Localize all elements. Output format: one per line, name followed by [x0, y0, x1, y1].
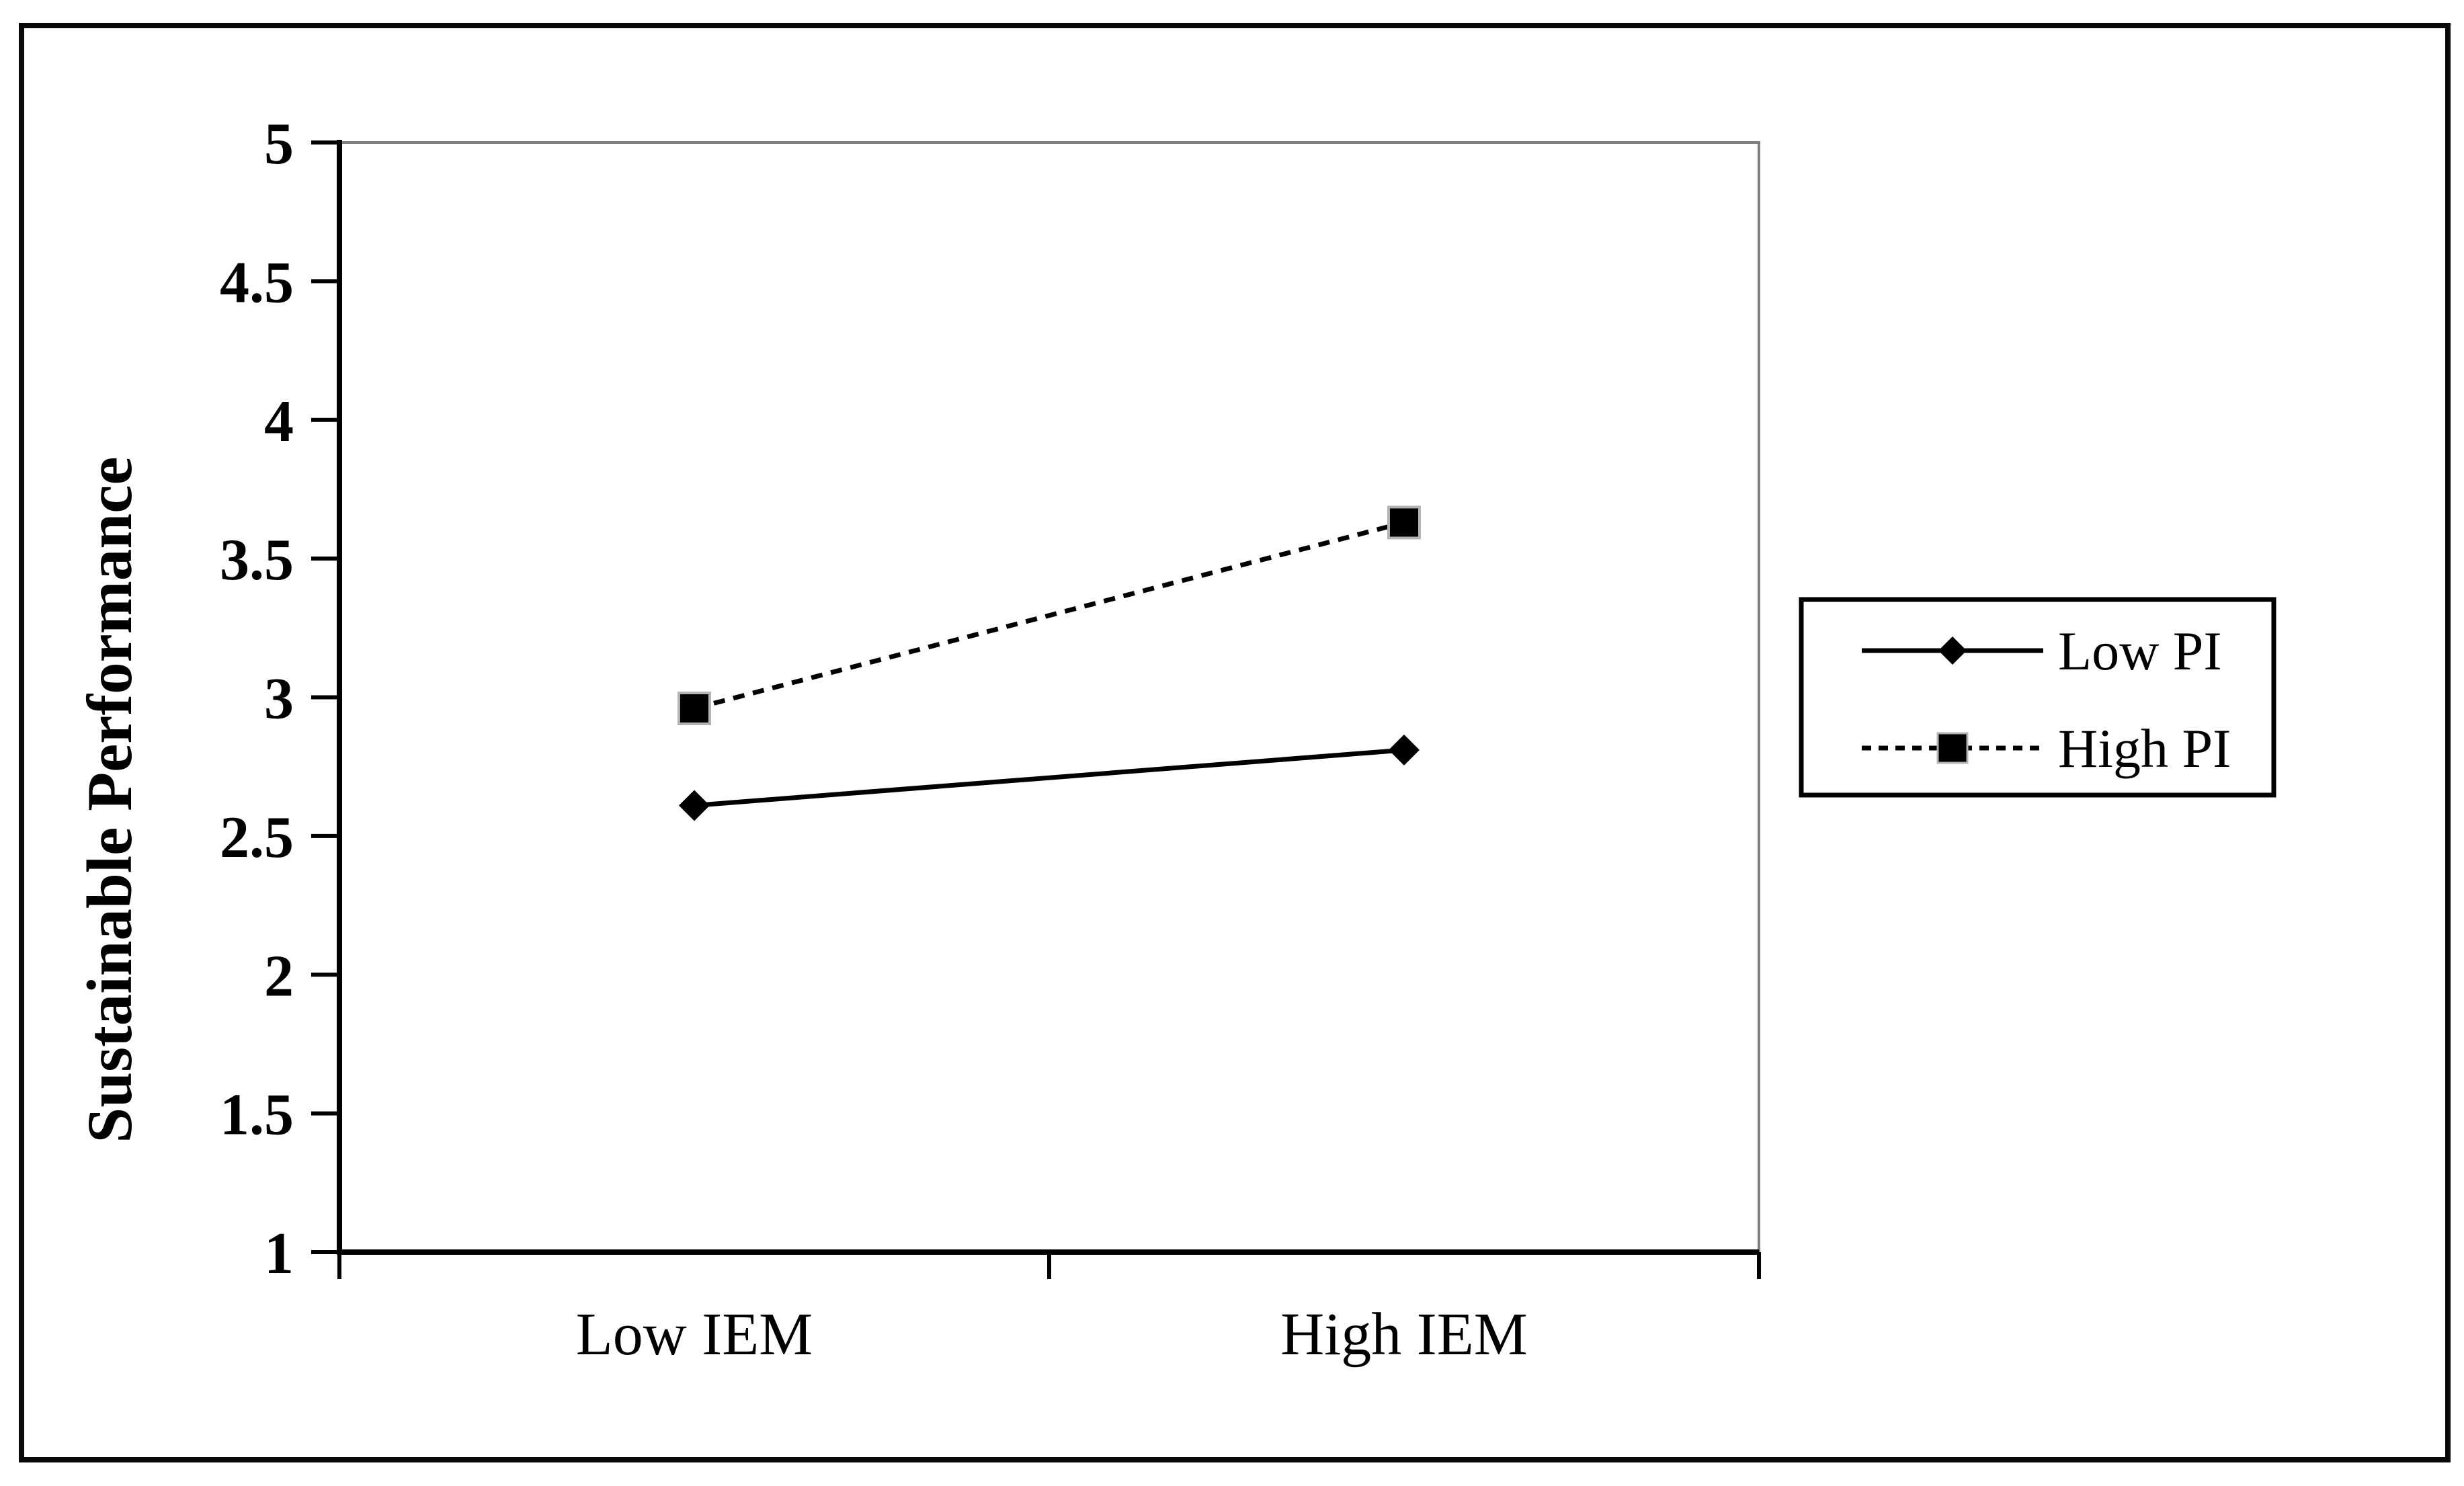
legend-diamond-marker-icon: [1938, 636, 1967, 665]
legend-label-low-pi: Low PI: [2058, 620, 2222, 682]
legend-square-marker-icon: [1936, 732, 1969, 764]
figure-border: [19, 23, 2451, 1462]
legend-entry-low-pi: Low PI: [1862, 620, 2222, 682]
x-category-label-low-iem: Low IEM: [576, 1301, 813, 1368]
series-line-low-pi: [694, 747, 1405, 808]
y-tick-label: 4.5: [220, 250, 294, 315]
legend-entry-high-pi: High PI: [1862, 718, 2231, 779]
y-tick-label: 4: [264, 389, 294, 454]
plot-area-border: [339, 141, 1760, 1252]
y-tick-label: 1: [264, 1221, 294, 1286]
y-tick-label: 2.5: [220, 805, 294, 870]
data-marker-square: [677, 692, 711, 726]
y-tick-label: 3: [264, 667, 294, 732]
x-category-label-high-iem: High IEM: [1280, 1301, 1527, 1368]
legend: Low PI High PI: [1799, 597, 2276, 798]
y-tick-label: 3.5: [220, 528, 294, 593]
y-axis-title: Sustainable Performance: [74, 456, 145, 1143]
y-tick-label: 1.5: [220, 1083, 294, 1148]
y-tick-label: 2: [264, 944, 294, 1009]
legend-box: [1799, 597, 2276, 798]
data-marker-diamond: [679, 790, 710, 821]
legend-label-high-pi: High PI: [2058, 718, 2231, 779]
chart-layer: 5 4.5 4 3.5 3 2.5 2 1.5 1: [220, 112, 1761, 1286]
y-tick-label: 5: [264, 112, 294, 177]
data-marker-diamond: [1389, 734, 1420, 766]
data-marker-square: [1387, 505, 1421, 540]
series-line-high-pi: [694, 520, 1405, 711]
